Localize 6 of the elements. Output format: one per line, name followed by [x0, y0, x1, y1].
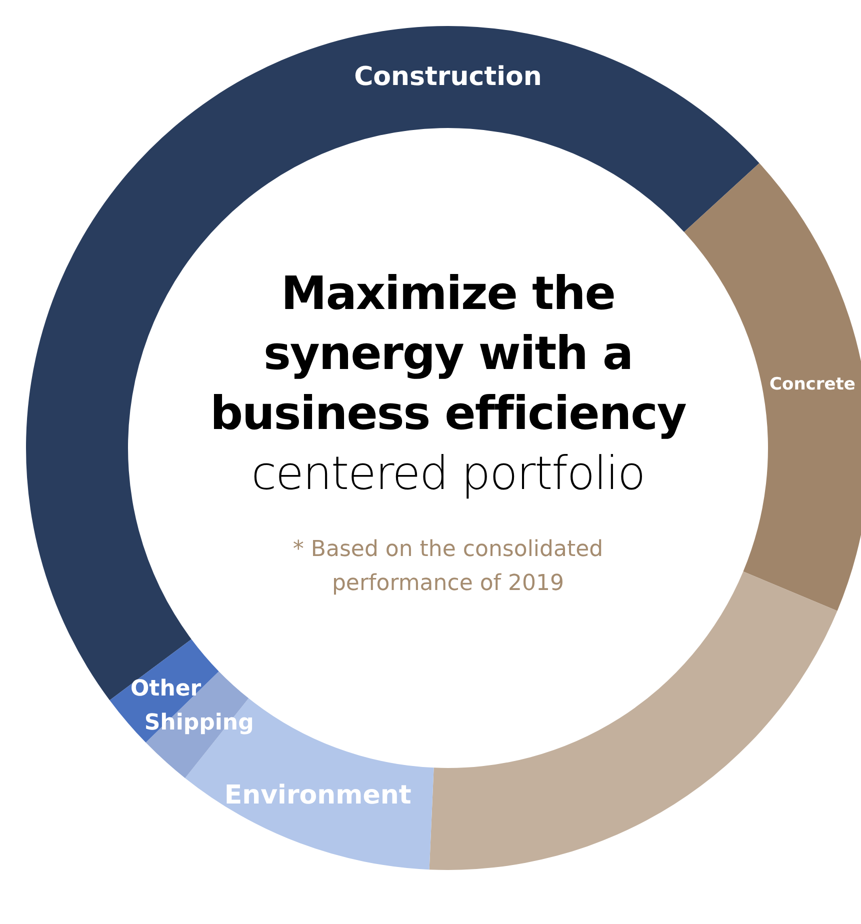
- text: * Based on the consolidated performance of 2019: [292, 536, 604, 598]
- slice-label: Construction: [354, 62, 542, 92]
- slice-label: Concrete: [770, 374, 856, 395]
- text: centered portfolio: [250, 445, 646, 502]
- slice-label: Other: [130, 676, 202, 702]
- slice-label: Environment: [224, 780, 412, 810]
